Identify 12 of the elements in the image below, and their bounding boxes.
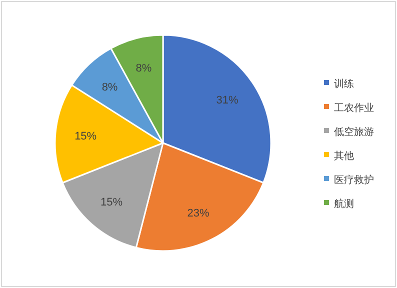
data-label: 31% [216,94,239,106]
legend-label: 医疗救护 [334,174,374,186]
data-label: 8% [102,81,118,94]
legend-label: 其他 [334,150,354,162]
data-label: 15% [74,130,97,143]
data-label: 23% [187,207,210,220]
legend-label: 航测 [334,198,354,210]
data-label: 8% [136,62,152,75]
legend-label: 训练 [334,78,354,90]
legend-label: 低空旅游 [334,126,374,138]
legend-label: 工农作业 [334,102,374,114]
data-label: 15% [100,196,123,208]
